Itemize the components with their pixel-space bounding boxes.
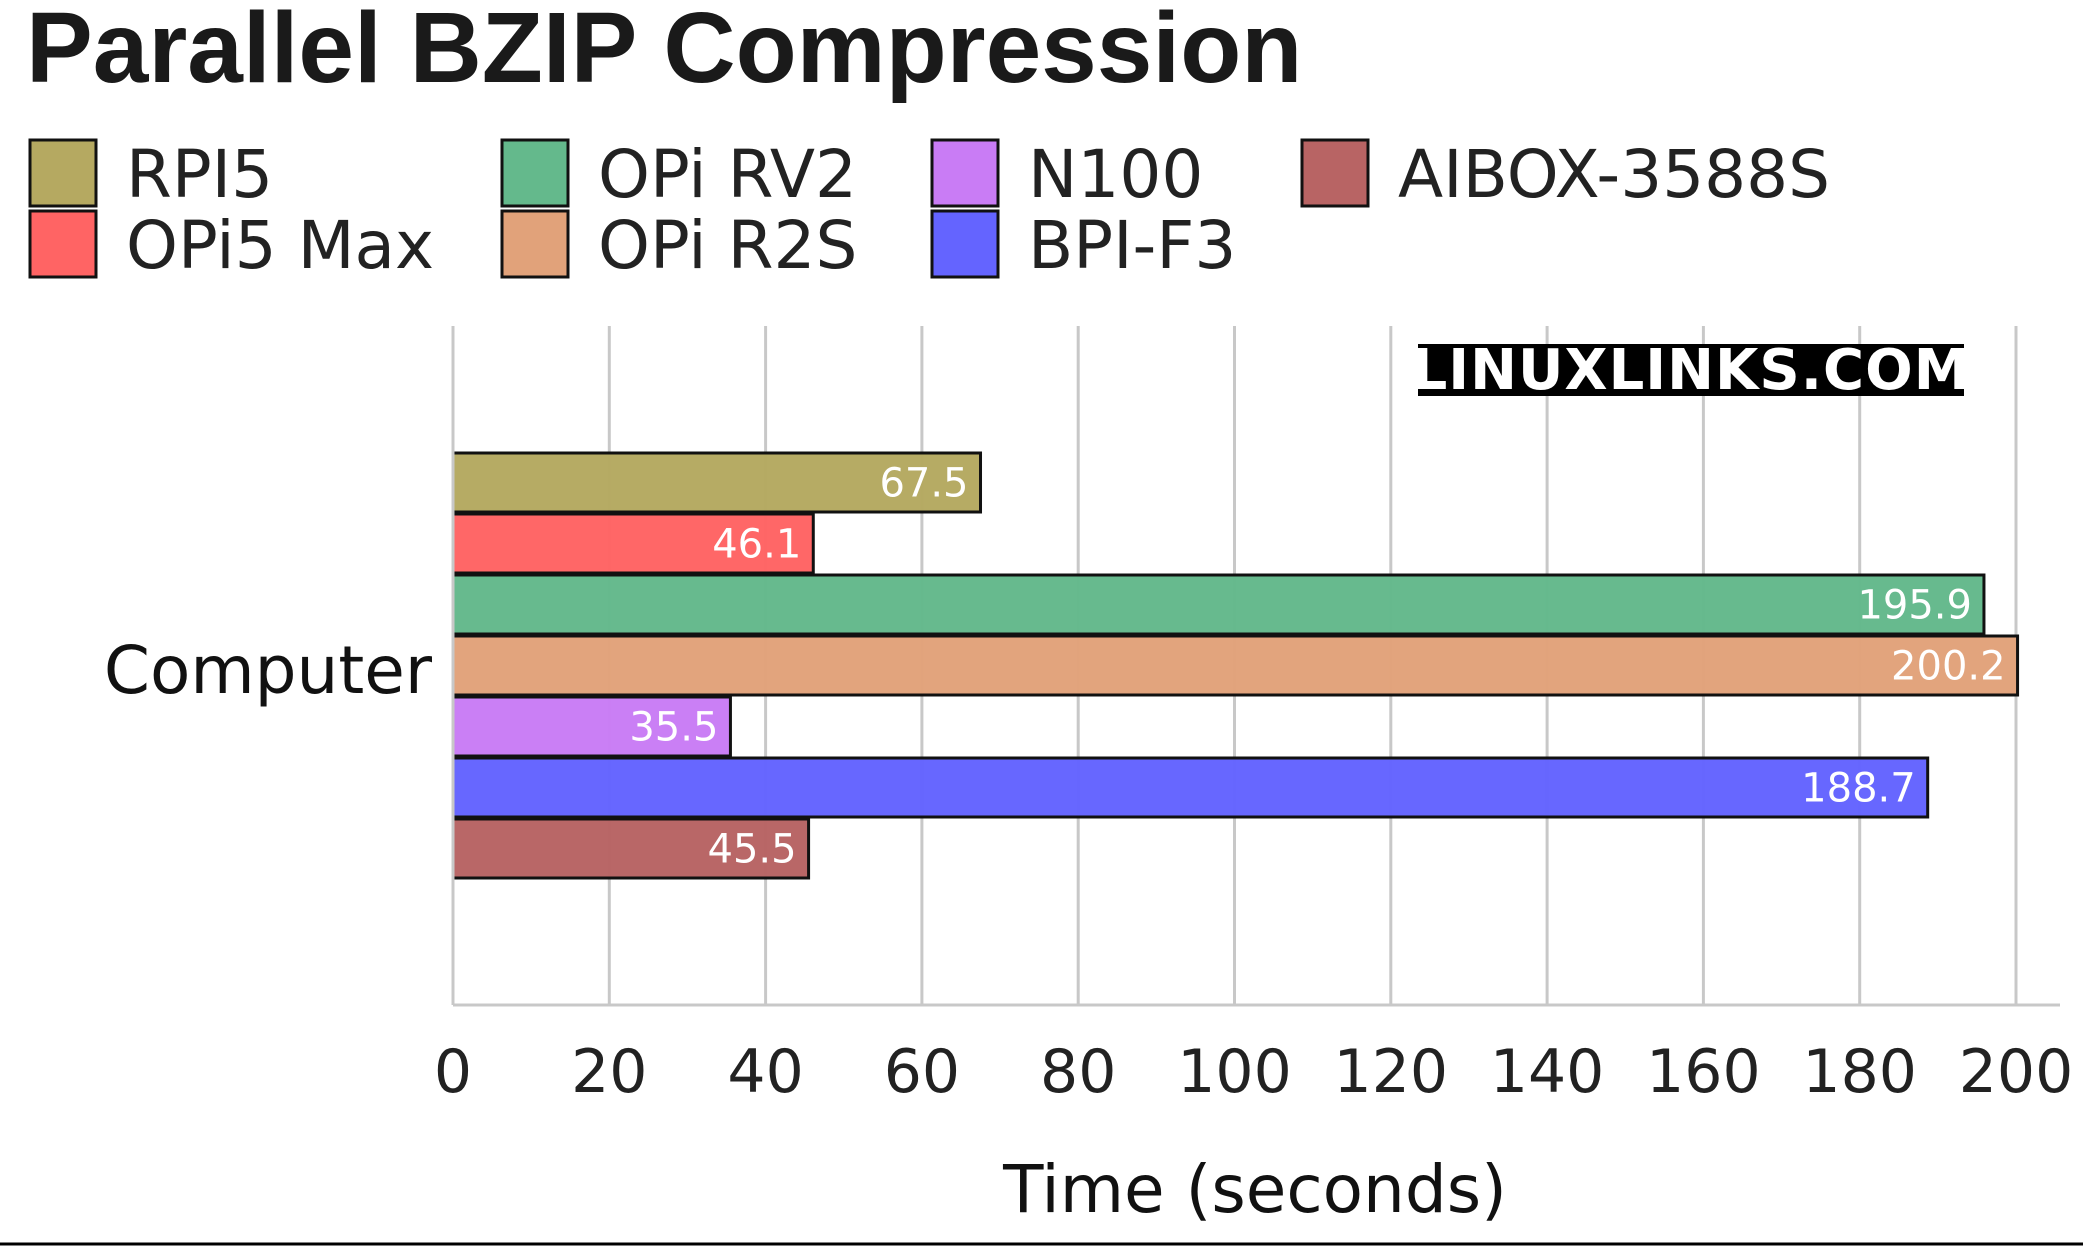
bar-value-label: 67.5 xyxy=(879,461,968,507)
x-axis-label: Time (seconds) xyxy=(1002,1151,1507,1228)
bar-value-label: 188.7 xyxy=(1801,766,1916,812)
legend-item: BPI-F3 xyxy=(930,207,1236,284)
bars xyxy=(451,451,2020,880)
bar-value-label: 46.1 xyxy=(712,522,801,568)
legend-swatch xyxy=(28,138,98,208)
watermark-logo: LINUXLINKS.COM xyxy=(1412,338,1971,403)
legend-swatch xyxy=(930,138,1000,208)
legend-label: AIBOX-3588S xyxy=(1398,136,1830,213)
legend-label: N100 xyxy=(1028,136,1203,213)
legend-label: BPI-F3 xyxy=(1028,207,1236,284)
legend-item: OPi RV2 xyxy=(500,136,857,213)
legend-label: OPi5 Max xyxy=(126,207,434,284)
x-tick-label: 20 xyxy=(571,1037,647,1107)
bar xyxy=(451,573,1986,636)
bar-value-label: 35.5 xyxy=(629,705,718,751)
legend-label: RPI5 xyxy=(126,136,273,213)
legend-swatch xyxy=(28,209,98,279)
x-tick-label: 160 xyxy=(1646,1037,1761,1107)
legend-label: OPi R2S xyxy=(598,207,857,284)
bar-labels: 67.5 46.1 195.9 200.2 35.5 188.7 45.5 xyxy=(629,461,2005,873)
bar-value-label: 195.9 xyxy=(1857,583,1972,629)
x-tick-label: 200 xyxy=(1959,1037,2074,1107)
legend-item: RPI5 xyxy=(28,136,273,213)
legend-swatch xyxy=(500,209,570,279)
bar-value-label: 45.5 xyxy=(708,827,797,873)
chart-title: Parallel BZIP Compression xyxy=(26,0,1302,104)
x-tick-label: 140 xyxy=(1490,1037,1605,1107)
bar xyxy=(451,756,1930,819)
x-tick-label: 80 xyxy=(1040,1037,1116,1107)
bar-value-label: 200.2 xyxy=(1891,644,2006,690)
x-tick-label: 120 xyxy=(1334,1037,1449,1107)
legend-item: OPi R2S xyxy=(500,207,857,284)
x-tick-label: 180 xyxy=(1802,1037,1917,1107)
legend-item: AIBOX-3588S xyxy=(1300,136,1830,213)
bar xyxy=(451,634,2020,697)
x-axis-ticks: 0 20 40 60 80 100 120 140 160 180 200 xyxy=(434,1037,2073,1107)
bar xyxy=(451,451,983,514)
x-tick-label: 0 xyxy=(434,1037,472,1107)
x-tick-label: 40 xyxy=(727,1037,803,1107)
legend-item: N100 xyxy=(930,136,1203,213)
x-tick-label: 60 xyxy=(884,1037,960,1107)
y-category-label: Computer xyxy=(104,632,433,709)
legend-swatch xyxy=(930,209,1000,279)
legend-item: OPi5 Max xyxy=(28,207,434,284)
x-tick-label: 100 xyxy=(1177,1037,1292,1107)
legend-swatch xyxy=(500,138,570,208)
bar xyxy=(451,512,815,575)
legend-swatch xyxy=(1300,138,1370,208)
legend-label: OPi RV2 xyxy=(598,136,857,213)
watermark-text: LINUXLINKS.COM xyxy=(1412,338,1971,403)
bar xyxy=(451,695,732,758)
